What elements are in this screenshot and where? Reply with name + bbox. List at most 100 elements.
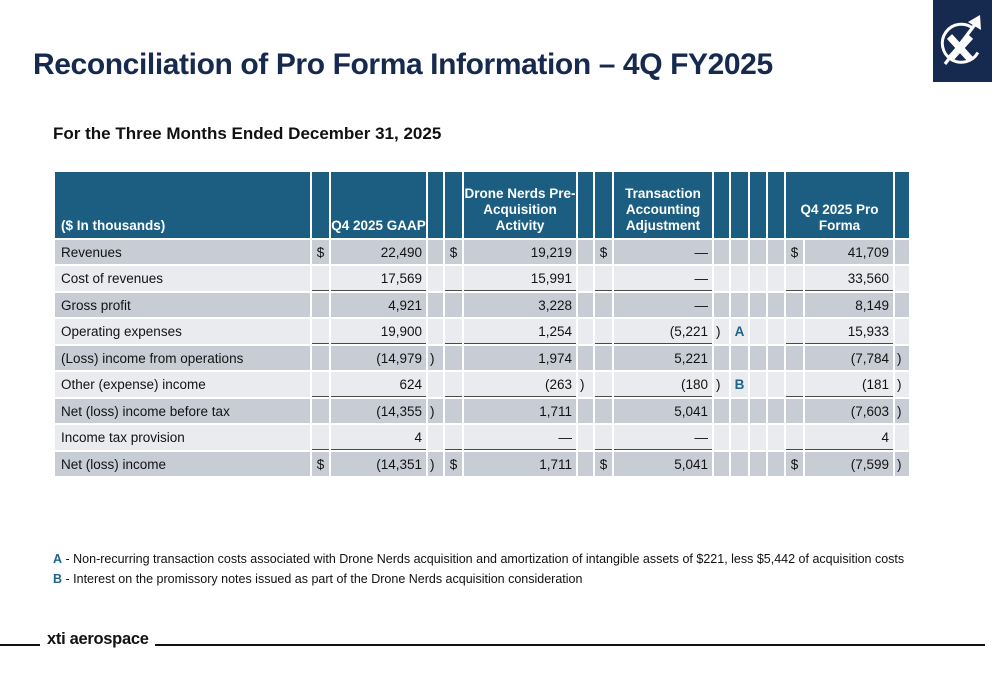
table-row: Cost of revenues 17,569 15,991 — 33,560 bbox=[55, 266, 909, 291]
paren-cell bbox=[714, 346, 729, 370]
spacer-cell bbox=[750, 266, 766, 291]
spacer-cell bbox=[768, 319, 784, 344]
table-header-row: ($ In thousands) Q4 2025 GAAP Drone Nerd… bbox=[55, 172, 909, 238]
spacer-header-cell bbox=[312, 172, 329, 238]
currency-cell bbox=[312, 346, 329, 370]
footnote-line: A - Non-recurring transaction costs asso… bbox=[53, 549, 953, 569]
footer-rule-left bbox=[0, 644, 40, 646]
spacer-header-cell bbox=[714, 172, 729, 238]
value-cell: 3,228 bbox=[464, 293, 576, 317]
paren-cell bbox=[895, 425, 909, 450]
paren-cell bbox=[714, 399, 729, 423]
value-cell: 5,041 bbox=[614, 399, 712, 423]
paren-cell bbox=[428, 319, 443, 344]
value-cell: (7,784 bbox=[805, 346, 893, 370]
currency-cell: $ bbox=[312, 452, 329, 476]
col-header-transaction-adj: Transaction Accounting Adjustment bbox=[614, 172, 712, 238]
value-cell: 1,254 bbox=[464, 319, 576, 344]
value-cell: — bbox=[464, 425, 576, 450]
currency-cell bbox=[786, 266, 803, 291]
spacer-header-cell bbox=[445, 172, 462, 238]
paren-cell bbox=[578, 266, 593, 291]
currency-cell bbox=[595, 372, 612, 397]
spacer-header-cell bbox=[895, 172, 909, 238]
value-cell: 22,490 bbox=[331, 240, 426, 264]
spacer-cell bbox=[768, 425, 784, 450]
note-ref-cell bbox=[731, 266, 748, 291]
note-ref-cell bbox=[731, 399, 748, 423]
value-cell: 5,041 bbox=[614, 452, 712, 476]
spacer-header-cell bbox=[595, 172, 612, 238]
col-header-gaap: Q4 2025 GAAP bbox=[331, 172, 426, 238]
paren-cell bbox=[578, 319, 593, 344]
value-cell: 19,900 bbox=[331, 319, 426, 344]
spacer-cell bbox=[750, 452, 766, 476]
value-cell: 19,219 bbox=[464, 240, 576, 264]
value-cell: 624 bbox=[331, 372, 426, 397]
value-cell: 4,921 bbox=[331, 293, 426, 317]
paren-cell: ) bbox=[895, 452, 909, 476]
spacer-header-cell bbox=[428, 172, 443, 238]
paren-cell: ) bbox=[895, 372, 909, 397]
row-label-cell: Net (loss) income before tax bbox=[55, 399, 310, 423]
row-label-cell: Net (loss) income bbox=[55, 452, 310, 476]
spacer-cell bbox=[750, 240, 766, 264]
spacer-cell bbox=[768, 293, 784, 317]
spacer-cell bbox=[768, 346, 784, 370]
paren-cell: ) bbox=[714, 319, 729, 344]
spacer-cell bbox=[750, 399, 766, 423]
note-ref-cell: A bbox=[731, 319, 748, 344]
currency-cell bbox=[786, 346, 803, 370]
spacer-header-cell bbox=[768, 172, 784, 238]
paren-cell bbox=[578, 452, 593, 476]
value-cell: (14,979 bbox=[331, 346, 426, 370]
paren-cell: ) bbox=[578, 372, 593, 397]
currency-cell bbox=[595, 266, 612, 291]
footnote-text: - Interest on the promissory notes issue… bbox=[65, 572, 583, 586]
currency-cell bbox=[786, 425, 803, 450]
value-cell: (181 bbox=[805, 372, 893, 397]
paren-cell: ) bbox=[428, 452, 443, 476]
paren-cell bbox=[714, 266, 729, 291]
paren-cell bbox=[714, 293, 729, 317]
paren-cell bbox=[895, 266, 909, 291]
spacer-cell bbox=[768, 372, 784, 397]
x-arrow-logo-icon bbox=[940, 15, 981, 65]
paren-cell bbox=[428, 425, 443, 450]
currency-cell: $ bbox=[786, 240, 803, 264]
paren-cell bbox=[578, 425, 593, 450]
footnote-text: - Non-recurring transaction costs associ… bbox=[65, 552, 905, 566]
currency-cell bbox=[445, 319, 462, 344]
note-ref-cell bbox=[731, 293, 748, 317]
currency-cell: $ bbox=[445, 452, 462, 476]
table-row: Revenues $22,490 $19,219 $ — $41,709 bbox=[55, 240, 909, 264]
note-ref-cell bbox=[731, 346, 748, 370]
currency-cell bbox=[312, 425, 329, 450]
table-row: Operating expenses 19,900 1,254 (5,221) A 15,… bbox=[55, 319, 909, 344]
table-row: Net (loss) income $ (14,351) $1,711 $5,041 $(… bbox=[55, 452, 909, 476]
note-ref-cell bbox=[731, 425, 748, 450]
page-title: Reconciliation of Pro Forma Information … bbox=[33, 48, 773, 81]
footer-brand: xti aerospace bbox=[47, 630, 149, 648]
paren-cell bbox=[714, 452, 729, 476]
value-cell: 8,149 bbox=[805, 293, 893, 317]
spacer-cell bbox=[750, 293, 766, 317]
currency-cell bbox=[786, 319, 803, 344]
value-cell: (14,351 bbox=[331, 452, 426, 476]
currency-cell bbox=[786, 372, 803, 397]
paren-cell bbox=[428, 293, 443, 317]
spacer-cell bbox=[750, 346, 766, 370]
spacer-header-cell bbox=[750, 172, 766, 238]
paren-cell bbox=[895, 293, 909, 317]
units-header-cell: ($ In thousands) bbox=[55, 172, 310, 238]
footnote-line: B - Interest on the promissory notes iss… bbox=[53, 569, 953, 589]
paren-cell bbox=[428, 372, 443, 397]
currency-cell bbox=[786, 399, 803, 423]
table-row: Gross profit 4,921 3,228 — 8,149 bbox=[55, 293, 909, 317]
currency-cell bbox=[595, 319, 612, 344]
period-subtitle: For the Three Months Ended December 31, … bbox=[53, 124, 442, 143]
value-cell: 33,560 bbox=[805, 266, 893, 291]
paren-cell: ) bbox=[428, 346, 443, 370]
currency-cell bbox=[312, 399, 329, 423]
spacer-header-cell bbox=[731, 172, 748, 238]
